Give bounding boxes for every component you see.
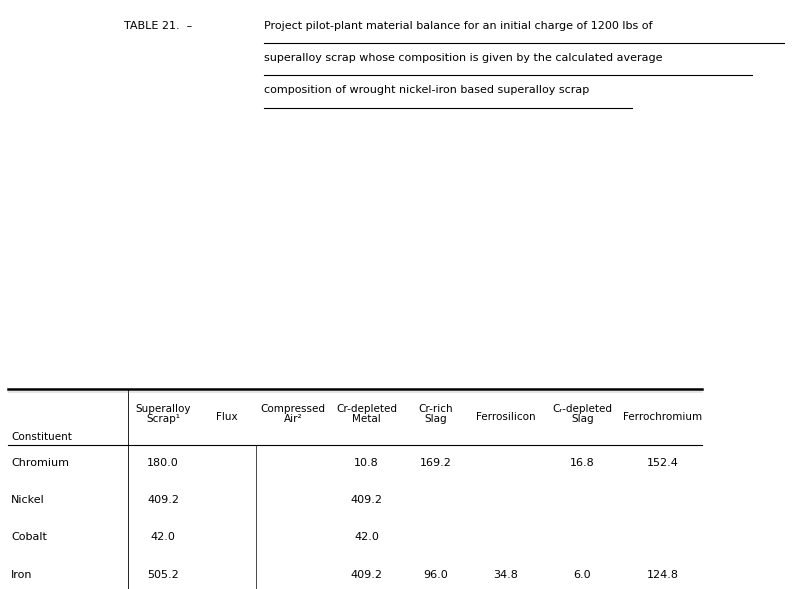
Text: Scrap¹: Scrap¹ [146,415,180,424]
Text: Ferrosilicon: Ferrosilicon [476,412,535,422]
Text: Slag: Slag [425,415,447,424]
Text: Cᵣ-depleted: Cᵣ-depleted [552,404,613,413]
Text: Slag: Slag [571,415,594,424]
Text: 10.8: 10.8 [354,458,378,468]
Text: Chromium: Chromium [11,458,70,468]
Text: 124.8: 124.8 [646,570,678,580]
Text: 505.2: 505.2 [147,570,179,580]
Text: Cr-rich: Cr-rich [418,404,454,413]
Text: 6.0: 6.0 [574,570,591,580]
Text: TABLE 21.  –: TABLE 21. – [124,21,192,31]
Text: 152.4: 152.4 [646,458,678,468]
Text: Nickel: Nickel [11,495,45,505]
Text: Project pilot-plant material balance for an initial charge of 1200 lbs of: Project pilot-plant material balance for… [264,21,653,31]
Text: Flux: Flux [216,412,238,422]
Text: Metal: Metal [352,415,381,424]
Text: 409.2: 409.2 [350,495,382,505]
Text: Cr-depleted: Cr-depleted [336,404,397,413]
Text: Ferrochromium: Ferrochromium [623,412,702,422]
Text: 169.2: 169.2 [420,458,452,468]
Text: 16.8: 16.8 [570,458,594,468]
Text: 42.0: 42.0 [150,532,176,542]
Text: Constituent: Constituent [11,432,72,442]
Text: Superalloy: Superalloy [135,404,191,413]
Text: composition of wrought nickel-iron based superalloy scrap: composition of wrought nickel-iron based… [264,85,590,95]
Text: Iron: Iron [11,570,33,580]
Text: 409.2: 409.2 [147,495,179,505]
Text: 42.0: 42.0 [354,532,379,542]
Text: Compressed: Compressed [260,404,326,413]
Text: 180.0: 180.0 [147,458,179,468]
Text: 409.2: 409.2 [350,570,382,580]
Text: Air²: Air² [283,415,302,424]
Text: 96.0: 96.0 [424,570,448,580]
Text: 34.8: 34.8 [493,570,518,580]
Text: Cobalt: Cobalt [11,532,47,542]
Text: superalloy scrap whose composition is given by the calculated average: superalloy scrap whose composition is gi… [264,53,662,63]
